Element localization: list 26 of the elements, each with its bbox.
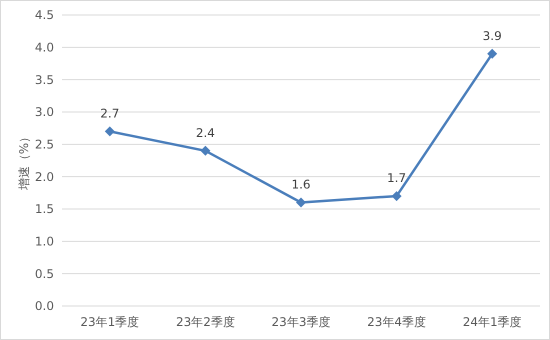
y-axis-title: 增速（%） (17, 130, 31, 192)
data-label: 3.9 (482, 28, 502, 43)
text: 4.0 (34, 40, 54, 55)
point (200, 146, 210, 156)
x-tick-label: 23年2季度 (176, 315, 235, 329)
data-label: 2.7 (100, 106, 120, 120)
text: 1.5 (34, 202, 54, 216)
data-label: 2.4 (196, 126, 215, 140)
text: 0.5 (34, 266, 54, 281)
data-label: 1.7 (387, 171, 406, 186)
text: 3.0 (34, 105, 54, 120)
x-tick-label: 23年3季度 (272, 315, 330, 329)
x-tick-label: 23年1季度 (80, 315, 140, 329)
text: 2.5 (34, 138, 54, 152)
x-tick-label: 23年4季度 (367, 315, 426, 329)
x-tick-label: 24年1季度 (462, 315, 522, 329)
text: 2.0 (34, 170, 54, 184)
point (392, 191, 402, 202)
data-label: 1.6 (291, 178, 311, 192)
text: 1.0 (34, 234, 54, 249)
point (296, 198, 306, 208)
point (104, 126, 115, 136)
point (487, 48, 498, 59)
text: 3.5 (34, 72, 54, 87)
text: 4.5 (34, 8, 54, 22)
text: 0.0 (34, 299, 54, 314)
